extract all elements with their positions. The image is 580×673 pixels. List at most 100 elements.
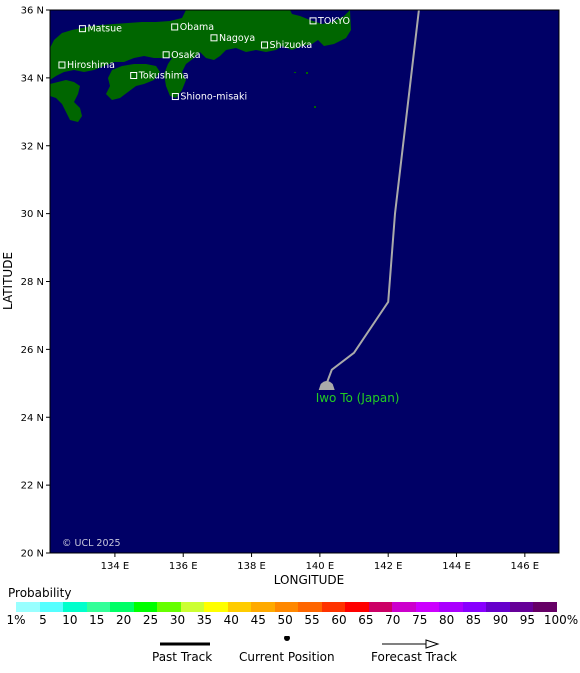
honshu-island [50,10,351,98]
forecast-track-label: Forecast Track [371,650,457,664]
map-frame [49,9,560,554]
lat-tick-label: 28 N [21,277,44,288]
land-japan [50,10,351,122]
scale-swatch [486,602,510,612]
city-label: Shiono-misaki [180,92,247,103]
lon-tick-label: 134 E [101,561,130,572]
scale-label: 10 [62,613,78,627]
scale-label: 75 [412,613,428,627]
lon-tick-label: 140 E [306,561,335,572]
scale-swatch [368,602,393,612]
scale-swatch [509,602,534,612]
lat-tick-label: 24 N [21,413,44,424]
past-track-label: Past Track [152,650,213,664]
copyright-text: © UCL 2025 [62,538,121,549]
scale-swatch [533,602,557,612]
scale-label: 95 [519,613,536,627]
scale-label: 50 [277,613,293,627]
current-position-symbol [284,636,290,641]
kyushu-island [50,80,82,122]
past-track-line [325,9,420,384]
scale-swatch [204,602,228,612]
scale-swatch [157,602,181,612]
city-marker-icon [130,71,138,79]
x-axis-title: LONGITUDE [274,573,344,587]
probability-scale [16,602,557,612]
scale-swatch [251,602,275,612]
scale-swatch [133,602,158,612]
longitude-ticks: 134 E 136 E 138 E 140 E 142 E 144 E 146 E [101,553,540,572]
scale-swatch [16,602,40,612]
city-markers: Matsue Obama Nagoya TOKYO Shizuoka Osaka Hiros… [58,16,350,103]
lat-tick-label: 36 N [21,6,44,17]
city-marker-icon [171,23,179,31]
scale-swatch [86,602,111,612]
probability-scale-labels: 1% 5 10 15 20 25 30 35 40 45 50 55 60 65 70 75 80 85 90 95 1… [0,613,580,629]
scale-swatch [439,602,463,612]
scale-swatch [345,602,369,612]
scale-swatch [39,602,64,612]
scale-swatch [110,602,134,612]
scale-swatch [227,602,252,612]
lon-tick-label: 146 E [511,561,540,572]
city-marker-icon [162,51,170,59]
city-marker-icon [58,61,66,69]
current-position-key: Current Position [238,636,342,672]
lat-tick-label: 26 N [21,345,44,356]
scale-label: 25 [142,613,159,627]
location-label: Iwo To (Japan) [316,391,400,405]
city-label: Matsue [87,24,122,35]
scale-swatch [462,602,487,612]
city-marker-icon [261,41,269,49]
y-axis-title: LATITUDE [1,252,15,310]
scale-label: 80 [438,613,455,627]
city-label: TOKYO [317,16,350,27]
forecast-track-key: Forecast Track [370,636,466,672]
scale-label: 100% [543,613,579,627]
scale-label: 40 [223,613,239,627]
lon-tick-label: 136 E [169,561,198,572]
legend-title: Probability [8,586,72,600]
lon-tick-label: 144 E [442,561,471,572]
scale-label: 70 [385,613,401,627]
lat-tick-label: 30 N [21,209,44,220]
scale-label: 65 [358,613,374,627]
scale-swatch [298,602,322,612]
current-position-group: Iwo To (Japan) [316,381,400,405]
scale-label: 35 [196,613,213,627]
city-marker-icon [78,25,86,33]
scale-label: 55 [304,613,320,627]
scale-label: 30 [169,613,186,627]
scale-label: 1% [6,613,26,627]
latitude-ticks: 20 N 22 N 24 N 26 N 28 N 30 N 32 N 34 N 36 N [21,6,50,560]
city-label: Obama [180,22,214,33]
scale-label: 85 [465,613,482,627]
city-label: Shizuoka [270,40,313,51]
city-marker-icon [171,93,179,101]
izu-island [306,72,308,74]
current-position-marker [318,381,335,391]
scale-label: 45 [250,613,266,627]
izu-island [314,106,316,108]
scale-label: 90 [492,613,509,627]
city-marker-icon [210,34,218,42]
lat-tick-label: 22 N [21,481,44,492]
city-label: Hiroshima [67,60,115,71]
forecast-arrow-icon [425,639,440,649]
izu-island [294,72,296,73]
scale-swatch [63,602,87,612]
city-label: Osaka [171,50,200,61]
lat-tick-label: 32 N [21,141,44,152]
past-track-key: Past Track [152,636,218,672]
scale-swatch [274,602,299,612]
city-label: Tokushima [138,70,189,81]
scale-swatch [321,602,346,612]
lon-tick-label: 138 E [237,561,266,572]
ocean-area [50,10,559,553]
scale-label: 60 [331,613,347,627]
city-label: Nagoya [219,33,255,44]
lon-tick-label: 142 E [374,561,403,572]
scale-label: 15 [89,613,105,627]
city-marker-icon [309,17,317,25]
lat-tick-label: 34 N [21,73,44,84]
